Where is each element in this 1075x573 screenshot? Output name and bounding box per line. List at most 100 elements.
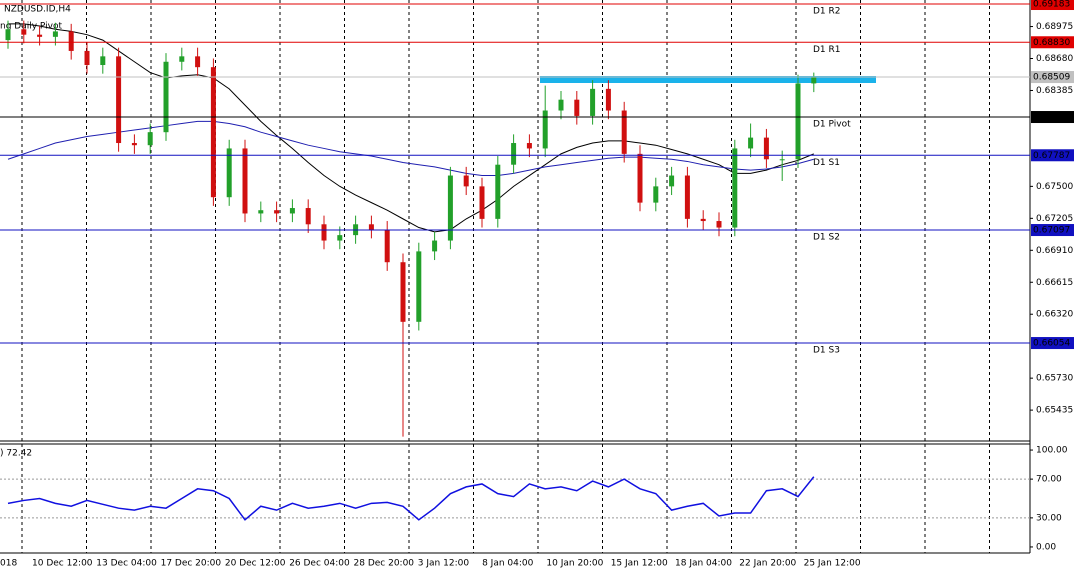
candle-body <box>542 110 548 149</box>
candle-body <box>511 143 517 165</box>
candle-body <box>242 148 248 214</box>
candle-body <box>210 67 216 198</box>
price-tag <box>1031 71 1074 84</box>
price-tag <box>1031 224 1074 237</box>
candle-body <box>289 208 295 214</box>
candle-body <box>795 83 801 160</box>
x-tick-label: 17 Dec 20:00 <box>161 559 222 569</box>
level-name: D1 Pivot <box>813 120 851 130</box>
y-tick-label: 0.68385 <box>1036 86 1073 96</box>
candle-body <box>653 186 659 203</box>
candle-body <box>68 31 74 51</box>
price-tag <box>1031 36 1074 49</box>
level-name: D1 S2 <box>813 233 840 243</box>
candle-body <box>605 88 611 111</box>
y-tick-label: 0.65435 <box>1036 406 1073 416</box>
price-tag-label: 0.68509 <box>1033 73 1070 83</box>
price-tag <box>1031 111 1074 124</box>
x-tick-label: 22 Jan 20:00 <box>739 559 796 569</box>
y-tick-label: 0.66615 <box>1036 278 1073 288</box>
candle-body <box>495 164 501 219</box>
x-tick-label: 25 Jan 12:00 <box>804 559 861 569</box>
rsi-line <box>7 476 815 521</box>
candle-body <box>321 224 327 241</box>
candle-body <box>5 29 11 41</box>
price-tag <box>1031 337 1074 350</box>
level-name: D1 R1 <box>813 45 841 55</box>
y-tick-label: 0.65730 <box>1036 374 1073 384</box>
rsi-title: ) 72.42 <box>0 449 32 459</box>
candle-body <box>226 148 232 198</box>
candle-body <box>416 251 422 322</box>
y-tick-label: 0.67205 <box>1036 214 1073 224</box>
candle-body <box>147 132 153 146</box>
moving-average <box>8 23 814 233</box>
y-tick-label: 70.00 <box>1036 475 1062 485</box>
candle-body <box>52 31 58 37</box>
y-tick-label: 0.67500 <box>1036 182 1073 192</box>
x-tick-label: 26 Dec 04:00 <box>289 559 350 569</box>
level-name: D1 S1 <box>813 158 840 168</box>
candle-body <box>716 221 722 228</box>
candle-body <box>526 143 532 149</box>
candle-body <box>637 153 643 203</box>
candle-body <box>163 61 169 133</box>
chart-title: NZDUSD.ID,H4 <box>4 5 71 15</box>
candle-body <box>100 56 106 66</box>
candle-body <box>558 99 564 111</box>
price-tag-label: 0.67787 <box>1033 151 1070 161</box>
y-tick-label: 0.66910 <box>1036 246 1073 256</box>
candle-body <box>131 143 137 146</box>
candle-body <box>779 159 785 161</box>
candle-body <box>748 137 754 149</box>
y-tick-label: 0.00 <box>1036 542 1056 552</box>
candle-body <box>669 175 675 187</box>
drawn-zone <box>540 76 876 83</box>
candle-body <box>763 137 769 160</box>
x-tick-label: 28 Dec 20:00 <box>354 559 415 569</box>
price-tag-label: 0.67097 <box>1033 226 1070 236</box>
candle-body <box>116 56 122 144</box>
level-name: D1 R2 <box>813 7 841 17</box>
candle-body <box>590 88 596 116</box>
candle-body <box>621 110 627 154</box>
candle-body <box>37 34 43 37</box>
y-tick-label: 100.00 <box>1036 446 1068 456</box>
candle-body <box>21 29 27 35</box>
candle-body <box>463 175 469 187</box>
x-tick-label: 18 Jan 04:00 <box>675 559 732 569</box>
y-tick-label: 30.00 <box>1036 513 1062 523</box>
candle-body <box>368 224 374 230</box>
price-tag <box>1031 149 1074 162</box>
candle-body <box>179 56 185 62</box>
x-tick-label: 8 Jan 04:00 <box>482 559 534 569</box>
price-tag-label: 0.66054 <box>1033 339 1070 349</box>
candle-body <box>195 56 201 68</box>
x-tick-label: 15 Jan 12:00 <box>611 559 668 569</box>
price-tag-label: 0.69183 <box>1033 0 1070 10</box>
candle-body <box>684 175 690 219</box>
price-tag-label: 0.68830 <box>1033 38 1070 48</box>
x-tick-label: 018 <box>0 559 17 569</box>
x-tick-label: 13 Dec 04:00 <box>96 559 157 569</box>
x-tick-label: 3 Jan 12:00 <box>418 559 470 569</box>
candle-body <box>305 208 311 225</box>
candle-body <box>258 210 264 214</box>
candle-body <box>432 240 438 252</box>
price-tag <box>1031 0 1074 11</box>
candle-body <box>274 210 280 214</box>
y-tick-label: 0.66320 <box>1036 310 1073 320</box>
level-name: D1 S3 <box>813 346 840 356</box>
x-tick-label: 10 Dec 12:00 <box>32 559 93 569</box>
candle-body <box>400 262 406 322</box>
candle-body <box>700 218 706 222</box>
indicator-name: ng Daily Pivot <box>0 22 62 32</box>
candle-body <box>337 235 343 241</box>
x-tick-label: 20 Dec 12:00 <box>225 559 286 569</box>
candle-body <box>574 99 580 116</box>
candle-body <box>811 76 817 84</box>
candle-body <box>732 148 738 228</box>
y-tick-label: 0.68975 <box>1036 22 1073 32</box>
